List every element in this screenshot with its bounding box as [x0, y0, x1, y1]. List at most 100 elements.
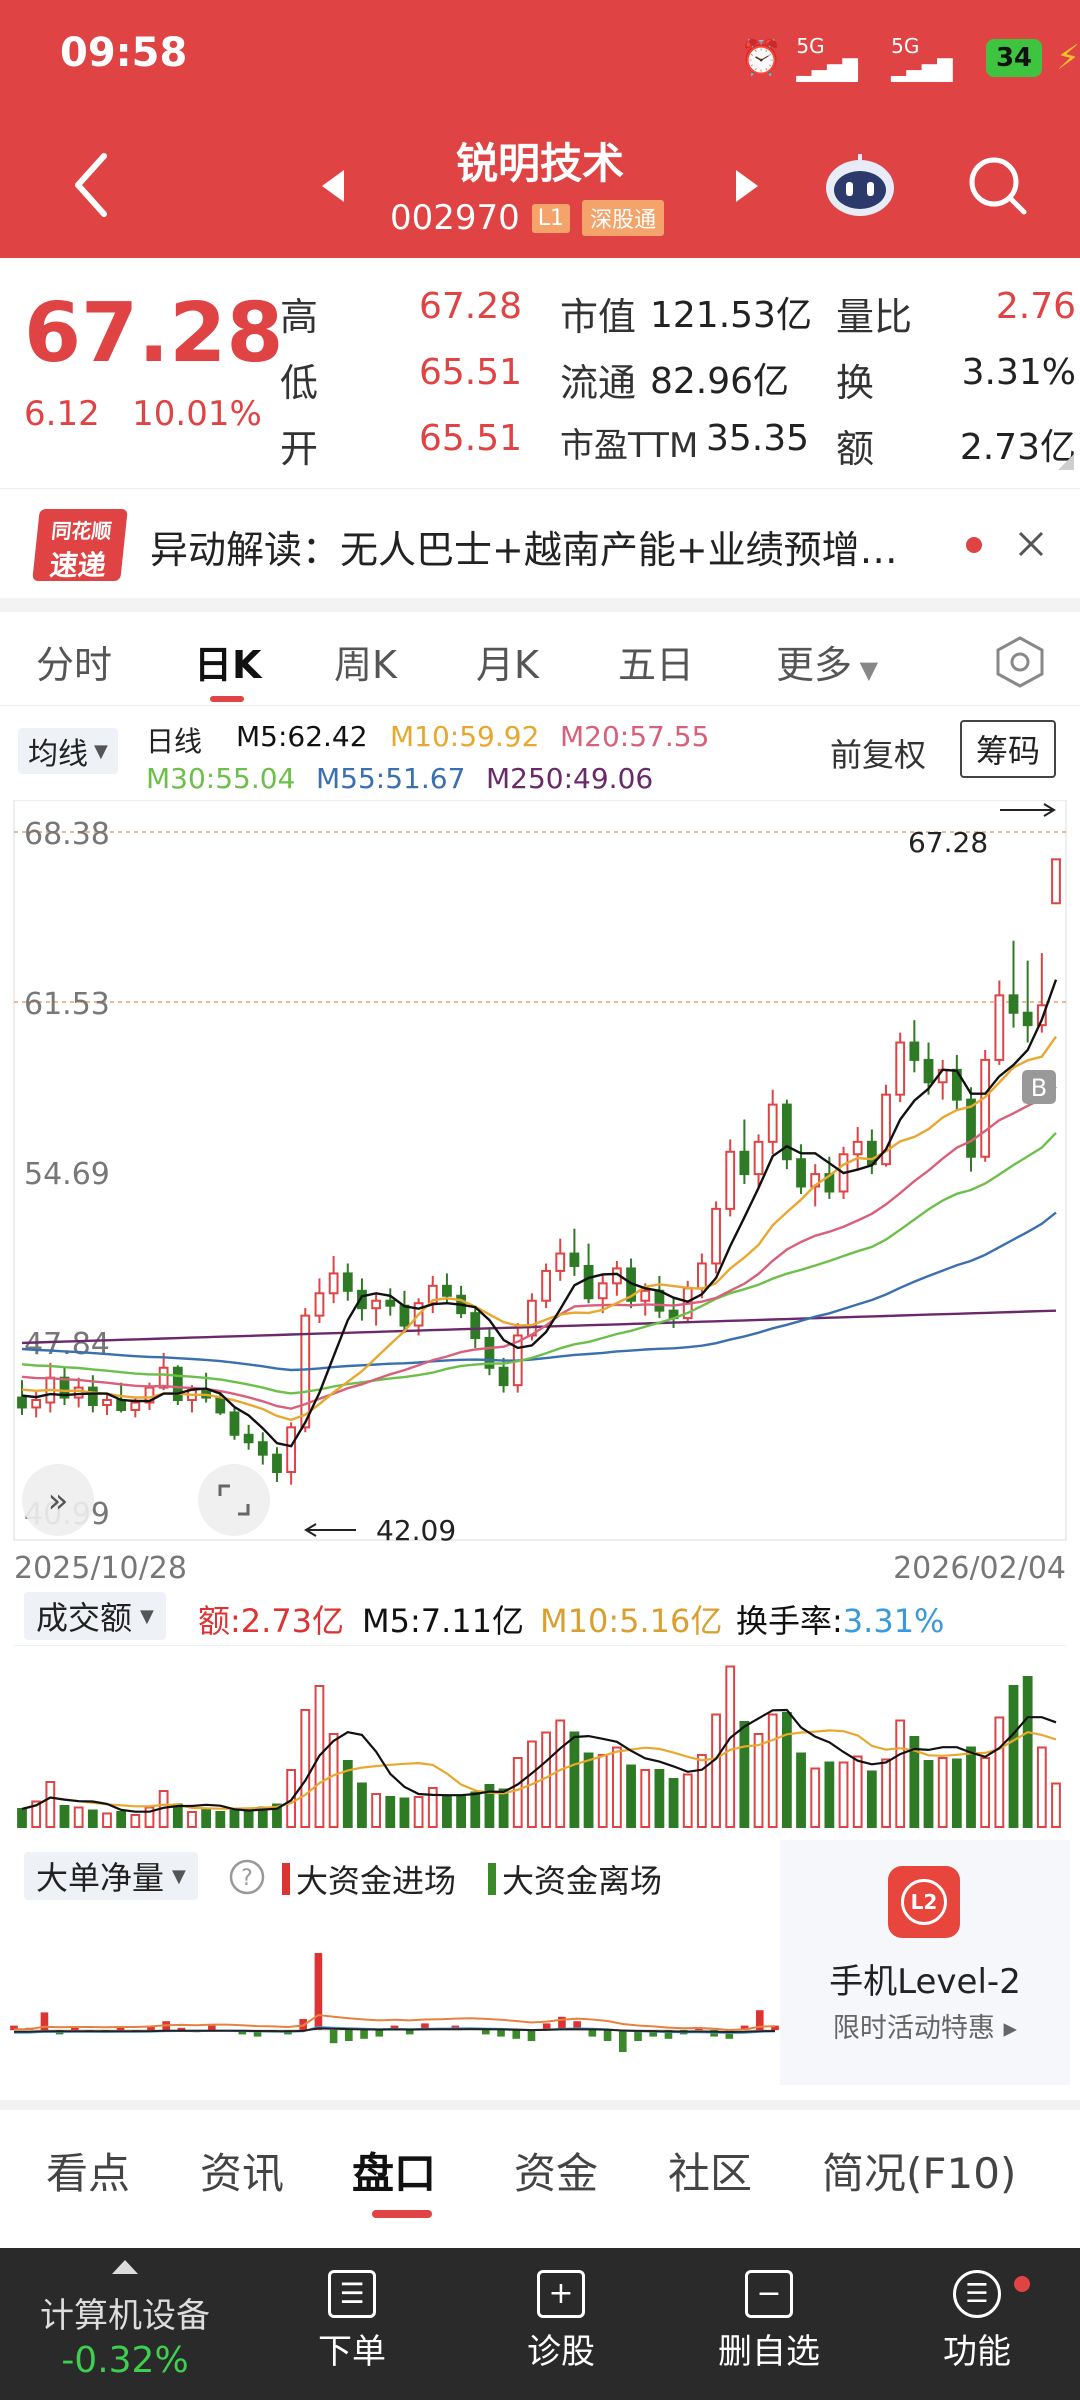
inflow-bar — [40, 2012, 49, 2030]
volume-bar-up — [682, 1773, 693, 1828]
volume-bar-down — [1022, 1676, 1033, 1828]
candle-down — [357, 1289, 367, 1310]
candle-up — [158, 1366, 169, 1389]
functions-button[interactable]: ☰ 功能 — [902, 2270, 1052, 2373]
candle-up — [1036, 1004, 1047, 1027]
inflow-bar — [755, 2010, 764, 2030]
last-price: 67.28 — [24, 286, 284, 381]
help-icon[interactable]: ? — [228, 1858, 266, 1896]
candle-down — [257, 1441, 268, 1456]
adjust-mode[interactable]: 前复权 — [830, 736, 927, 774]
inflow-bar — [542, 2023, 551, 2030]
volume-bar-up — [980, 1757, 991, 1828]
ma55-value: M55:51.67 — [316, 762, 466, 795]
moving-average-line — [21, 1132, 1057, 1395]
chips-button[interactable]: 筹码 — [960, 720, 1057, 778]
tab-community[interactable]: 社区 — [668, 2149, 753, 2198]
tab-weekly-k[interactable]: 周K — [334, 643, 397, 687]
back-arrow-icon — [75, 153, 107, 217]
tab-f10[interactable]: 简况(F10) — [822, 2149, 1017, 2198]
quote-value: 3.31% — [961, 352, 1076, 393]
chart-frame — [13, 800, 1067, 1541]
level2-promo[interactable]: L2 手机Level-2 限时活动特惠 ▸ — [780, 1840, 1070, 2085]
quote-label: 市盈TTM — [560, 426, 699, 466]
robot-assistant-button[interactable] — [822, 152, 898, 222]
bigorder-chart[interactable] — [0, 1900, 780, 2085]
outflow-bar — [253, 2030, 262, 2037]
candle-down — [442, 1284, 452, 1297]
next-stock-button[interactable] — [732, 166, 762, 210]
candle-down — [739, 1150, 750, 1176]
volume-bar-up — [696, 1754, 707, 1828]
sector-panel[interactable]: 计算机设备 -0.32% — [0, 2248, 250, 2400]
tab-highlights[interactable]: 看点 — [46, 2149, 131, 2198]
settings-hexagon-icon[interactable] — [992, 634, 1048, 690]
volume-bar-down — [484, 1784, 495, 1828]
volume-bar-down — [951, 1758, 962, 1828]
candle-down — [909, 1041, 920, 1061]
detail-tabs: 看点 资讯 盘口 资金 社区 简况(F10) — [0, 2100, 1080, 2220]
y-axis-label: 47.84 — [24, 1327, 110, 1362]
tab-monthly-k[interactable]: 月K — [476, 643, 539, 687]
candle-down — [470, 1312, 481, 1339]
expand-corner-icon[interactable] — [1058, 454, 1074, 470]
ma-mode-select[interactable]: 均线 ▼ — [18, 728, 118, 774]
candle-up — [711, 1207, 721, 1265]
kline-chart[interactable]: 68.3861.5354.6947.8440.9967.2842.09B»202… — [0, 800, 1080, 1580]
ma30-value: M30:55.04 — [146, 762, 296, 795]
volume-bar-down — [357, 1782, 367, 1828]
bigorder-select[interactable]: 大单净量 ▼ — [24, 1852, 198, 1900]
volume-bar-up — [852, 1755, 863, 1828]
volume-bar-down — [1008, 1685, 1019, 1828]
buy-marker — [1022, 1070, 1056, 1104]
volume-chart[interactable] — [0, 1645, 1080, 1835]
candle-up — [102, 1399, 112, 1406]
signal-icon-2: 5G ▂▄▆█ — [891, 34, 953, 82]
diagnose-button[interactable]: + 诊股 — [486, 2270, 636, 2373]
remove-watchlist-button[interactable]: − 删自选 — [694, 2270, 844, 2373]
ths-logo: 同花顺 速递 — [32, 509, 128, 582]
candle-down — [1008, 994, 1019, 1014]
candle-up — [144, 1386, 155, 1404]
candle-down — [796, 1158, 806, 1188]
volume-bar-down — [626, 1764, 636, 1828]
stock-name: 锐明技术 — [455, 139, 624, 188]
back-button[interactable] — [70, 150, 110, 224]
tab-five-day[interactable]: 五日 — [618, 643, 695, 687]
volume-bar-up — [300, 1709, 311, 1828]
diagnose-icon: + — [537, 2270, 585, 2318]
volume-m5: M5:7.11亿 — [362, 1602, 525, 1640]
moving-average-line — [21, 979, 1058, 1448]
tab-funds[interactable]: 资金 — [514, 2149, 599, 2198]
y-axis-label: 61.53 — [24, 987, 110, 1022]
outflow-bar — [725, 2030, 734, 2039]
outflow-bar — [375, 2030, 384, 2037]
volume-bar-down — [272, 1803, 282, 1828]
tab-news[interactable]: 资讯 — [200, 2149, 285, 2198]
volume-ma-line — [21, 1729, 1057, 1811]
date-start: 2025/10/28 — [14, 1551, 187, 1580]
volume-bar-up — [994, 1716, 1005, 1828]
tab-more[interactable]: 更多 ▼ — [776, 643, 879, 687]
volume-select[interactable]: 成交额 ▼ — [24, 1592, 166, 1640]
outflow-bar — [345, 2030, 353, 2041]
stock-code-row: 002970 L1 深股通 — [390, 198, 665, 238]
close-icon[interactable] — [1014, 527, 1048, 561]
candle-down — [172, 1366, 183, 1402]
candle-down — [272, 1453, 282, 1474]
tab-orderbook[interactable]: 盘口 — [352, 2149, 437, 2198]
search-button[interactable] — [966, 154, 1030, 222]
candle-up — [328, 1272, 339, 1295]
outflow-bar — [649, 2030, 658, 2037]
tab-daily-k[interactable]: 日K — [194, 643, 262, 687]
volume-bar-down — [17, 1808, 27, 1828]
anomaly-banner[interactable]: 同花顺 速递 异动解读：无人巴士+越南产能+业绩预增… — [0, 488, 1080, 598]
bottom-action-bar: 计算机设备 -0.32% ☰ 下单 + 诊股 − 删自选 ☰ 功能 — [0, 2248, 1080, 2400]
candle-up — [881, 1093, 891, 1166]
prev-stock-button[interactable] — [318, 166, 348, 210]
order-button[interactable]: ☰ 下单 — [277, 2270, 427, 2373]
quote-label: 高 — [280, 295, 319, 339]
fullscreen-button — [198, 1464, 270, 1536]
tab-intraday[interactable]: 分时 — [36, 643, 113, 687]
volume-bar-down — [172, 1803, 183, 1828]
